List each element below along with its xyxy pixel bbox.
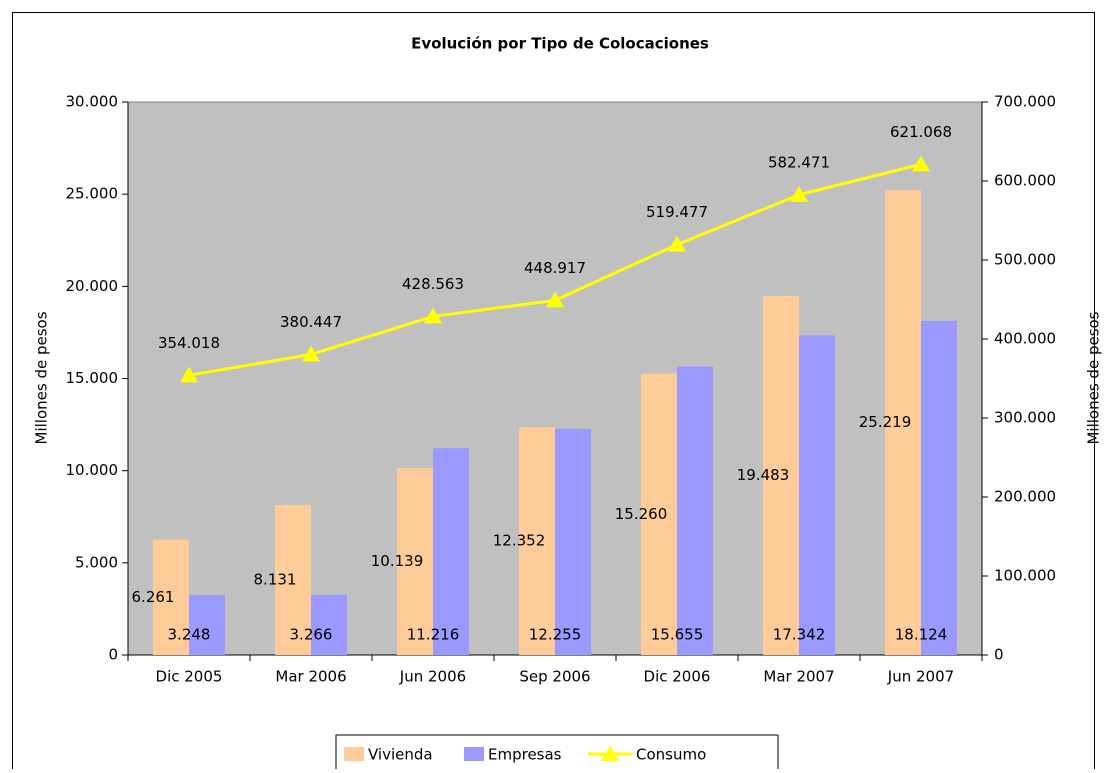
y-tick-label: 25.000 [66,185,119,203]
data-label: 12.352 [493,532,546,550]
data-label: 19.483 [737,466,790,484]
y2-tick-label: 300.000 [994,409,1056,427]
y2-tick-label: 200.000 [994,488,1056,506]
data-label: 3.266 [290,626,333,644]
data-label: 582.471 [768,153,830,171]
y-tick-label: 0 [108,646,118,664]
x-tick-label: Jun 2007 [887,668,954,686]
data-label: 621.068 [890,123,952,141]
bar [921,320,957,655]
data-label: 11.216 [407,626,460,644]
data-label: 25.219 [859,413,912,431]
y-axis-title: Millones de pesos [33,311,51,444]
line-marker [546,291,564,308]
bar [677,366,713,655]
y-tick-label: 30.000 [66,93,119,111]
line-marker [668,235,686,252]
line-marker [912,155,930,172]
bar [397,468,433,655]
line-marker [424,307,442,324]
x-tick-label: Jun 2006 [399,668,466,686]
legend-label: Consumo [636,746,706,764]
bar [555,429,591,655]
data-label: 380.447 [280,313,342,331]
x-tick-label: Dic 2006 [644,668,711,686]
y2-tick-label: 500.000 [994,251,1056,269]
data-label: 6.261 [132,588,175,606]
data-label: 354.018 [158,334,220,352]
y2-tick-label: 100.000 [994,567,1056,585]
line-marker [790,185,808,202]
data-label: 428.563 [402,275,464,293]
data-label: 3.248 [168,626,211,644]
bar [153,539,189,655]
bar [763,295,799,655]
bar [799,335,835,655]
y2-tick-label: 0 [994,646,1004,664]
data-label: 18.124 [895,626,948,644]
y2-tick-label: 400.000 [994,330,1056,348]
data-label: 519.477 [646,203,708,221]
data-label: 448.917 [524,259,586,277]
data-label: 17.342 [773,626,826,644]
x-tick-label: Sep 2006 [519,668,590,686]
chart-title: Evolución por Tipo de Colocaciones [411,35,709,53]
y2-axis-title: Millones de pesos [1085,311,1103,444]
bar [189,595,225,655]
legend-box [335,734,779,773]
line-marker [180,366,198,383]
legend-marker [601,746,619,761]
y2-tick-label: 700.000 [994,93,1056,111]
bar [885,190,921,655]
y-tick-label: 5.000 [75,553,118,571]
data-label: 8.131 [254,571,297,589]
y2-tick-label: 600.000 [994,172,1056,190]
bar [311,594,347,655]
bar [275,505,311,655]
chart-frame [12,12,1095,769]
x-tick-label: Mar 2006 [275,668,346,686]
bar [519,427,555,655]
legend-label: Empresas [488,746,562,764]
legend-swatch [464,747,484,761]
bar [641,373,677,655]
y-tick-label: 10.000 [66,461,119,479]
data-label: 15.655 [651,626,704,644]
line-marker [302,345,320,362]
data-label: 10.139 [371,552,424,570]
data-label: 15.260 [615,505,668,523]
y-tick-label: 20.000 [66,277,119,295]
bar [433,448,469,655]
legend-label: Vivienda [368,746,433,764]
y-tick-label: 15.000 [66,369,119,387]
legend-swatch [344,747,364,761]
x-tick-label: Mar 2007 [763,668,834,686]
data-label: 12.255 [529,626,582,644]
x-tick-label: Dic 2005 [156,668,223,686]
